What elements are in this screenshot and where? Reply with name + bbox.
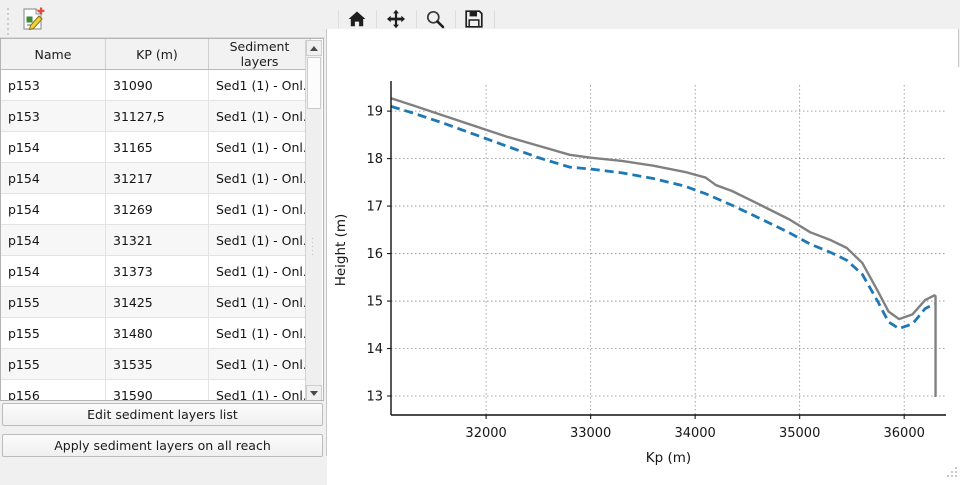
cell-kp: 31165	[105, 131, 209, 163]
cell-kp: 31590	[105, 379, 209, 400]
cell-kp: 31480	[105, 317, 209, 349]
table-row[interactable]: p154 31373 Sed1 (1) - Onl...	[1, 255, 311, 287]
cell-kp: 31425	[105, 286, 209, 318]
cell-name: p156	[1, 379, 106, 400]
series-water-level-blue-dashed	[390, 105, 936, 330]
scrollbar-thumb[interactable]	[307, 57, 321, 109]
floppy-save-icon[interactable]	[459, 7, 489, 31]
cell-name: p154	[1, 162, 106, 194]
cell-kp: 31373	[105, 255, 209, 287]
scrollbar-grip-dots-icon	[312, 238, 315, 258]
table-row[interactable]: p153 31127,5 Sed1 (1) - Onl...	[1, 100, 311, 132]
x-tick-label: 34000	[674, 426, 715, 441]
sediment-layers-table: Name KP (m) Sediment layers p153 31090 S…	[1, 39, 311, 400]
chart-panel: 13 14 15 16 17 18 19 32000 33000 34000 35000 36000 K…	[326, 0, 960, 485]
cell-sediment: Sed1 (1) - Onl...	[208, 379, 311, 400]
cell-name: p153	[1, 100, 106, 132]
edit-document-icon[interactable]	[17, 3, 49, 34]
y-tick-label: 13	[366, 390, 383, 405]
cell-kp: 31217	[105, 162, 209, 194]
table-row[interactable]: p155 31425 Sed1 (1) - Onl...	[1, 286, 311, 318]
magnifier-zoom-icon[interactable]	[420, 7, 450, 31]
table-header-row: Name KP (m) Sediment layers	[1, 39, 311, 70]
toolbar-drag-handle[interactable]	[7, 8, 12, 35]
cell-name: p155	[1, 348, 106, 380]
cell-sediment: Sed1 (1) - Onl...	[208, 286, 311, 318]
apply-sediment-layers-all-reach-button[interactable]: Apply sediment layers on all reach	[2, 434, 323, 457]
cell-kp: 31535	[105, 348, 209, 380]
cell-sediment: Sed1 (1) - Onl...	[208, 348, 311, 380]
edit-sediment-layers-list-button[interactable]: Edit sediment layers list	[2, 403, 323, 426]
cell-kp: 31090	[105, 69, 209, 101]
scroll-up-arrow-icon[interactable]	[306, 40, 322, 56]
toolbar-separator	[338, 10, 339, 28]
column-header-kp[interactable]: KP (m)	[105, 39, 209, 70]
chart-frame: 13 14 15 16 17 18 19 32000 33000 34000 35000 36000 K…	[326, 29, 960, 485]
cell-name: p153	[1, 69, 106, 101]
cell-sediment: Sed1 (1) - Onl...	[208, 317, 311, 349]
profile-plot-canvas[interactable]: 13 14 15 16 17 18 19 32000 33000 34000 35000 36000 K…	[327, 67, 960, 485]
x-tick-label: 35000	[779, 426, 820, 441]
cell-sediment: Sed1 (1) - Onl...	[208, 224, 311, 256]
y-tick-label: 19	[366, 105, 383, 120]
table-row[interactable]: p154 31217 Sed1 (1) - Onl...	[1, 162, 311, 194]
cell-sediment: Sed1 (1) - Onl...	[208, 193, 311, 225]
y-axis-label: Height (m)	[333, 214, 349, 287]
height-vs-kp-line-chart[interactable]: 13 14 15 16 17 18 19 32000 33000 34000 35000 36000 K…	[327, 67, 960, 485]
series-bed-profile-gray	[390, 97, 937, 397]
toolbar-separator	[376, 10, 377, 28]
x-tick-label: 36000	[884, 426, 925, 441]
table-row[interactable]: p155 31480 Sed1 (1) - Onl...	[1, 317, 311, 349]
x-tick-label: 32000	[465, 426, 506, 441]
cell-sediment: Sed1 (1) - Onl...	[208, 100, 311, 132]
x-axis-label: Kp (m)	[646, 450, 691, 466]
cell-name: p155	[1, 317, 106, 349]
left-toolbar	[0, 0, 325, 38]
y-tick-label: 15	[366, 295, 383, 310]
home-icon[interactable]	[342, 7, 372, 31]
scroll-down-arrow-icon[interactable]	[306, 385, 322, 400]
cell-sediment: Sed1 (1) - Onl...	[208, 162, 311, 194]
sediment-layers-table-container: Name KP (m) Sediment layers p153 31090 S…	[0, 38, 324, 401]
cell-name: p154	[1, 193, 106, 225]
cell-sediment: Sed1 (1) - Onl...	[208, 131, 311, 163]
cell-name: p155	[1, 286, 106, 318]
column-header-name[interactable]: Name	[1, 39, 106, 70]
table-row[interactable]: p154 31165 Sed1 (1) - Onl...	[1, 131, 311, 163]
cell-sediment: Sed1 (1) - Onl...	[208, 69, 311, 101]
window-resize-grip[interactable]	[947, 467, 957, 477]
table-row[interactable]: p155 31535 Sed1 (1) - Onl...	[1, 348, 311, 380]
cell-kp: 31321	[105, 224, 209, 256]
cell-kp: 31127,5	[105, 100, 209, 132]
y-tick-label: 16	[366, 247, 383, 262]
toolbar-separator	[455, 10, 456, 28]
table-row[interactable]: p153 31090 Sed1 (1) - Onl...	[1, 69, 311, 101]
scrollbar-track[interactable]	[306, 56, 322, 385]
toolbar-separator	[416, 10, 417, 28]
cell-name: p154	[1, 255, 106, 287]
table-vertical-scrollbar[interactable]	[305, 40, 322, 400]
y-tick-label: 17	[366, 200, 383, 215]
cell-name: p154	[1, 131, 106, 163]
cell-kp: 31269	[105, 193, 209, 225]
y-tick-label: 18	[366, 152, 383, 167]
x-tick-label: 33000	[570, 426, 611, 441]
cell-sediment: Sed1 (1) - Onl...	[208, 255, 311, 287]
pan-move-icon[interactable]	[381, 7, 411, 31]
table-body: p153 31090 Sed1 (1) - Onl... p153 31127,…	[1, 69, 311, 400]
cell-name: p154	[1, 224, 106, 256]
sediment-layers-panel: Name KP (m) Sediment layers p153 31090 S…	[0, 0, 325, 480]
table-row[interactable]: p156 31590 Sed1 (1) - Onl...	[1, 379, 311, 400]
table-row[interactable]: p154 31269 Sed1 (1) - Onl...	[1, 193, 311, 225]
column-header-sediment-layers[interactable]: Sediment layers	[208, 39, 311, 70]
toolbar-separator	[494, 10, 495, 28]
table-row[interactable]: p154 31321 Sed1 (1) - Onl...	[1, 224, 311, 256]
y-tick-label: 14	[366, 342, 383, 357]
